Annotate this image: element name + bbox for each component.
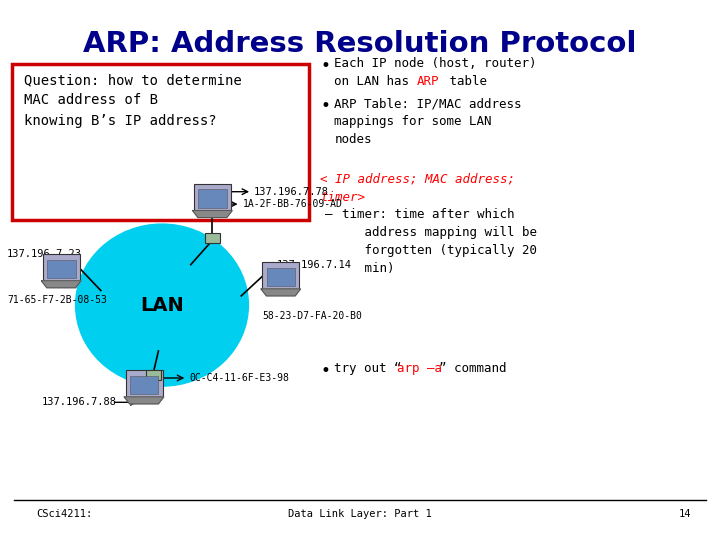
- Text: •: •: [320, 97, 330, 115]
- Ellipse shape: [76, 224, 248, 386]
- FancyBboxPatch shape: [47, 260, 76, 278]
- FancyBboxPatch shape: [146, 370, 161, 380]
- FancyBboxPatch shape: [42, 254, 80, 281]
- Polygon shape: [125, 397, 164, 404]
- Text: timer: time after which
   address mapping will be
   forgotten (typically 20
  : timer: time after which address mapping …: [343, 208, 537, 275]
- FancyBboxPatch shape: [194, 184, 231, 211]
- Polygon shape: [261, 289, 301, 296]
- Text: CSci4211:: CSci4211:: [36, 509, 92, 519]
- Text: Data Link Layer: Part 1: Data Link Layer: Part 1: [288, 509, 432, 519]
- Polygon shape: [192, 211, 232, 218]
- Text: –: –: [325, 208, 333, 221]
- Text: 71-65-F7-2B-08-53: 71-65-F7-2B-08-53: [7, 295, 107, 305]
- Text: < IP address; MAC address;
timer>: < IP address; MAC address; timer>: [320, 173, 516, 204]
- Text: ARP: Address Resolution Protocol: ARP: Address Resolution Protocol: [84, 30, 636, 58]
- Text: 137.196.7.78: 137.196.7.78: [254, 187, 329, 197]
- Text: arp –a: arp –a: [397, 362, 442, 375]
- Text: table: table: [442, 75, 487, 87]
- FancyBboxPatch shape: [262, 262, 300, 289]
- Text: try out “: try out “: [334, 362, 402, 375]
- Text: •: •: [320, 362, 330, 380]
- Text: ” command: ” command: [439, 362, 507, 375]
- Text: •: •: [320, 57, 330, 75]
- Text: 58-23-D7-FA-20-B0: 58-23-D7-FA-20-B0: [263, 311, 363, 321]
- FancyBboxPatch shape: [130, 376, 158, 394]
- Text: 137.196.7.23: 137.196.7.23: [7, 249, 82, 259]
- Text: 1A-2F-BB-76-09-AD: 1A-2F-BB-76-09-AD: [243, 199, 343, 209]
- Polygon shape: [42, 281, 81, 288]
- Text: on LAN has: on LAN has: [334, 75, 424, 87]
- Text: LAN: LAN: [140, 295, 184, 315]
- Text: 137.196.7.14: 137.196.7.14: [277, 260, 352, 269]
- FancyBboxPatch shape: [12, 64, 309, 220]
- FancyBboxPatch shape: [266, 268, 295, 286]
- Text: ARP: ARP: [416, 75, 439, 87]
- FancyBboxPatch shape: [198, 190, 227, 208]
- Text: 14: 14: [679, 509, 691, 519]
- Text: 0C-C4-11-6F-E3-98: 0C-C4-11-6F-E3-98: [189, 373, 289, 383]
- FancyBboxPatch shape: [125, 370, 163, 397]
- Text: Each IP node (host, router): Each IP node (host, router): [334, 57, 537, 70]
- Text: ARP Table: IP/MAC address
mappings for some LAN
nodes: ARP Table: IP/MAC address mappings for s…: [334, 97, 522, 146]
- FancyBboxPatch shape: [205, 233, 220, 242]
- Text: Question: how to determine
MAC address of B
knowing B’s IP address?: Question: how to determine MAC address o…: [24, 73, 241, 128]
- Text: 137.196.7.88: 137.196.7.88: [42, 397, 117, 407]
